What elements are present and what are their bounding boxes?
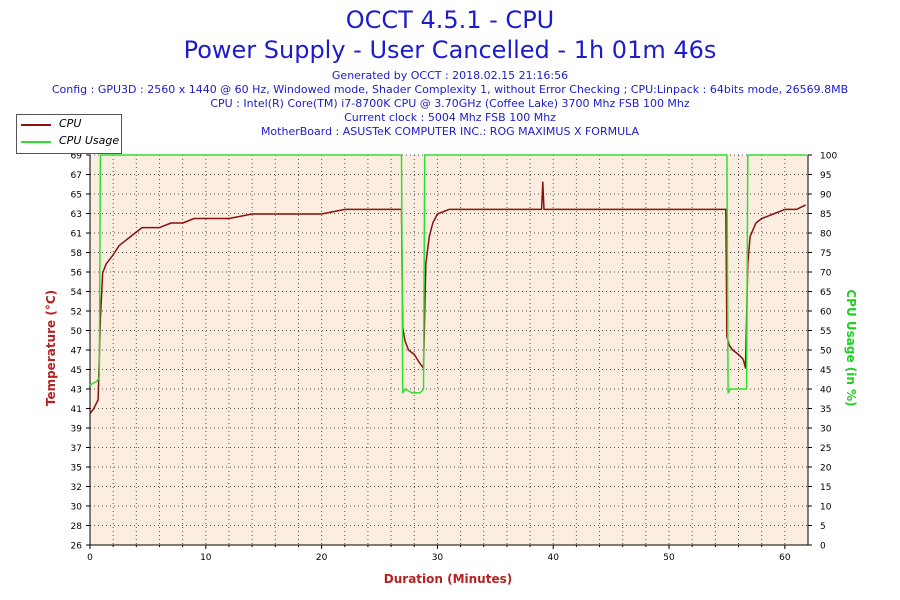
y-tick-label: 50 (71, 327, 83, 337)
y2-tick-label: 60 (820, 308, 832, 318)
y2-tick-label: 65 (820, 288, 831, 298)
y2-tick-label: 20 (820, 464, 832, 474)
x-axis-title: Duration (Minutes) (384, 572, 512, 586)
legend-label-cpu: CPU (59, 117, 82, 130)
y-tick-label: 63 (71, 210, 82, 220)
y-tick-label: 61 (71, 230, 82, 240)
y-tick-label: 52 (71, 308, 82, 318)
y-tick-label: 28 (71, 522, 83, 532)
y2-tick-label: 40 (820, 386, 832, 396)
legend-swatch-cpu (21, 124, 51, 126)
y-tick-label: 67 (71, 171, 82, 181)
cpu-info: CPU : Intel(R) Core(TM) i7-8700K CPU @ 3… (210, 97, 690, 110)
y2-tick-label: 30 (820, 425, 832, 435)
y2-tick-label: 50 (820, 347, 832, 357)
motherboard-info: MotherBoard : ASUSTeK COMPUTER INC.: ROG… (260, 125, 640, 138)
x-tick-label: 10 (200, 553, 212, 563)
y2-tick-label: 95 (820, 171, 831, 181)
plot-background (90, 155, 808, 545)
legend-label-cpu-usage: CPU Usage (59, 134, 120, 147)
x-tick-label: 50 (663, 553, 675, 563)
y2-tick-label: 80 (820, 230, 832, 240)
y2-tick-label: 5 (820, 522, 826, 532)
y2-tick-label: 35 (820, 405, 831, 415)
y2-tick-label: 10 (820, 503, 832, 513)
y-tick-label: 69 (71, 152, 83, 162)
x-tick-label: 30 (432, 553, 444, 563)
x-tick-label: 0 (87, 553, 93, 563)
y-tick-label: 35 (71, 464, 82, 474)
y-tick-label: 37 (71, 444, 82, 454)
legend-swatch-cpu-usage (21, 141, 51, 143)
y2-tick-label: 100 (820, 152, 837, 162)
x-tick-label: 40 (547, 553, 559, 563)
generated-info: Generated by OCCT : 2018.02.15 21:16:56 (331, 69, 569, 82)
y2-axis-title: CPU Usage (in %) (844, 289, 858, 406)
config-info: Config : GPU3D : 2560 x 1440 @ 60 Hz, Wi… (51, 83, 849, 96)
chart-title: OCCT 4.5.1 - CPU (345, 6, 555, 34)
y2-tick-label: 90 (820, 191, 832, 201)
chart-subtitle: Power Supply - User Cancelled - 1h 01m 4… (183, 36, 717, 64)
y2-tick-label: 15 (820, 483, 831, 493)
y-tick-label: 58 (71, 249, 83, 259)
y2-tick-label: 70 (820, 269, 832, 279)
y2-tick-label: 0 (820, 542, 826, 552)
series-line-cpu-usage (89, 154, 806, 394)
y2-tick-label: 25 (820, 444, 831, 454)
y2-tick-label: 85 (820, 210, 831, 220)
y-tick-label: 39 (71, 425, 83, 435)
y-tick-label: 65 (71, 191, 82, 201)
y-tick-label: 56 (71, 269, 83, 279)
y-tick-label: 30 (71, 503, 83, 513)
y-tick-label: 26 (71, 542, 83, 552)
y-tick-label: 41 (71, 405, 82, 415)
y-tick-label: 45 (71, 366, 82, 376)
x-tick-label: 60 (779, 553, 791, 563)
y-tick-label: 54 (71, 288, 83, 298)
y2-tick-label: 75 (820, 249, 831, 259)
y-tick-label: 43 (71, 386, 82, 396)
y-tick-label: 32 (71, 483, 82, 493)
clock-info: Current clock : 5004 Mhz FSB 100 Mhz (344, 111, 556, 124)
y2-tick-label: 45 (820, 366, 831, 376)
y-tick-label: 47 (71, 347, 82, 357)
series-line-cpu (89, 181, 807, 414)
x-tick-label: 20 (316, 553, 328, 563)
legend: CPU CPU Usage (16, 114, 122, 154)
y-axis-title: Temperature (°C) (44, 290, 58, 406)
y2-tick-label: 55 (820, 327, 831, 337)
